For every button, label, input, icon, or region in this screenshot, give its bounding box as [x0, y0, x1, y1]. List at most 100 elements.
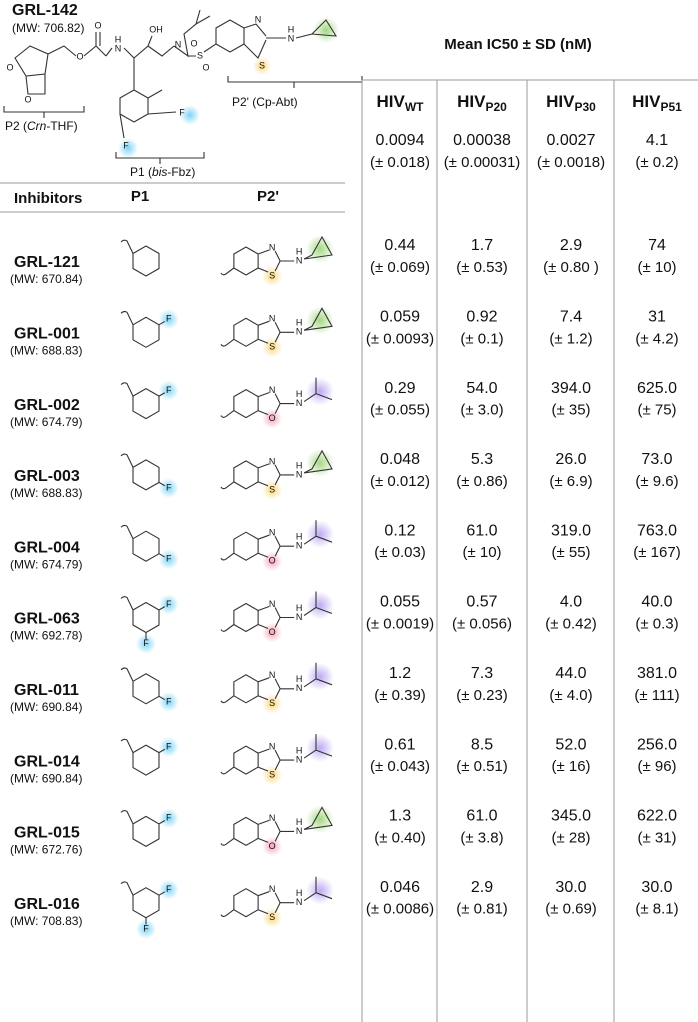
sd: (± 3.0)	[460, 402, 503, 419]
ring	[233, 745, 295, 775]
substituent	[303, 876, 333, 902]
p2-highlight	[306, 662, 334, 691]
ring	[233, 531, 295, 561]
attachment	[120, 810, 134, 825]
atom: O	[269, 413, 276, 423]
atom: N	[255, 14, 262, 24]
sd: (± 167)	[633, 544, 680, 561]
atom: F	[143, 923, 149, 933]
bond	[158, 481, 166, 487]
atom: O	[24, 94, 31, 104]
inhibitor-mw: (MW: 672.76)	[10, 843, 82, 857]
atom: S	[269, 698, 275, 708]
atom: H	[296, 603, 303, 613]
substituent	[303, 591, 333, 616]
p2prime-label: P2' (Cp-Abt)	[232, 95, 298, 109]
sd: (± 8.1)	[635, 901, 678, 918]
substituent	[303, 449, 333, 474]
label-part: -THF)	[46, 119, 77, 133]
atom: O	[76, 51, 83, 61]
inhibitor-mw: (MW: 670.84)	[10, 272, 82, 286]
atom: N	[269, 314, 276, 324]
inhibitor-name: GRL-004	[14, 539, 80, 556]
fluorine-highlight	[158, 380, 179, 401]
value: 394.0	[551, 380, 591, 397]
value: 1.7	[471, 237, 493, 254]
value: 30.0	[555, 879, 586, 896]
inhibitor-name: GRL-015	[14, 825, 80, 842]
value: 1.2	[389, 665, 411, 682]
attachment	[220, 552, 235, 561]
inhibitor-mw: (MW: 674.79)	[10, 415, 82, 429]
sd: (± 16)	[551, 758, 590, 775]
ring	[233, 602, 295, 633]
sd: (± 0.055)	[370, 402, 430, 419]
p2-label: P2 (Crn-THF)	[5, 119, 78, 133]
header-subscript: P30	[574, 100, 596, 114]
atom: F	[166, 554, 172, 564]
atom: F	[166, 385, 172, 395]
fluorine-highlight	[136, 633, 156, 654]
ring	[233, 888, 295, 918]
atom: N	[269, 385, 276, 395]
sd: (± 0.00031)	[444, 154, 521, 171]
value: 4.1	[646, 132, 668, 149]
value: 4.0	[560, 594, 582, 611]
bond	[158, 891, 166, 896]
ring	[132, 887, 160, 919]
bond	[158, 695, 166, 701]
atom: F	[166, 482, 172, 492]
sd: (± 9.6)	[635, 473, 678, 490]
atom: F	[166, 599, 172, 609]
atom: N	[269, 670, 276, 680]
sd: (± 0.1)	[460, 330, 503, 347]
value: 74	[648, 237, 666, 254]
value: 54.0	[466, 380, 497, 397]
heteroatom-highlight	[262, 479, 283, 500]
atom: N	[269, 884, 276, 894]
atom: H	[296, 532, 303, 542]
attachment	[120, 382, 134, 397]
value: 1.3	[389, 808, 411, 825]
sd: (± 4.2)	[635, 330, 678, 347]
substituent	[303, 377, 333, 403]
sd: (± 75)	[637, 402, 676, 419]
value: 30.0	[641, 879, 672, 896]
atom: N	[296, 541, 303, 551]
sd: (± 0.39)	[374, 687, 426, 704]
bond	[158, 748, 166, 754]
attachment	[120, 738, 134, 753]
fluorine-highlight	[158, 309, 179, 330]
value: 381.0	[637, 665, 677, 682]
atom: N	[269, 528, 276, 538]
heteroatom-highlight	[262, 408, 283, 429]
atom: H	[296, 745, 303, 755]
ring	[132, 673, 160, 705]
bond	[158, 553, 166, 558]
inhibitor-mw: (MW: 674.79)	[10, 557, 82, 571]
label-part: bis	[152, 165, 167, 179]
atom: N	[269, 599, 276, 609]
value: 0.0027	[547, 132, 596, 149]
atom: S	[269, 270, 275, 280]
value: 625.0	[637, 380, 677, 397]
column-header: P2'	[257, 188, 279, 205]
column-header: HIVP20	[457, 92, 507, 114]
sd: (± 4.0)	[549, 687, 592, 704]
attachment	[220, 766, 235, 775]
column-header: Inhibitors	[14, 190, 82, 207]
header-subscript: P20	[485, 100, 507, 114]
fluorine-highlight	[158, 594, 179, 615]
inhibitor-mw: (MW: 708.83)	[10, 914, 82, 928]
fluorine-highlight	[158, 549, 179, 570]
atom: H	[296, 674, 303, 684]
sd: (± 10)	[637, 259, 676, 276]
atom: N	[296, 255, 303, 265]
ring	[132, 744, 160, 776]
attachment	[220, 624, 235, 632]
p2-highlight	[306, 805, 334, 834]
value: 31	[648, 309, 666, 326]
